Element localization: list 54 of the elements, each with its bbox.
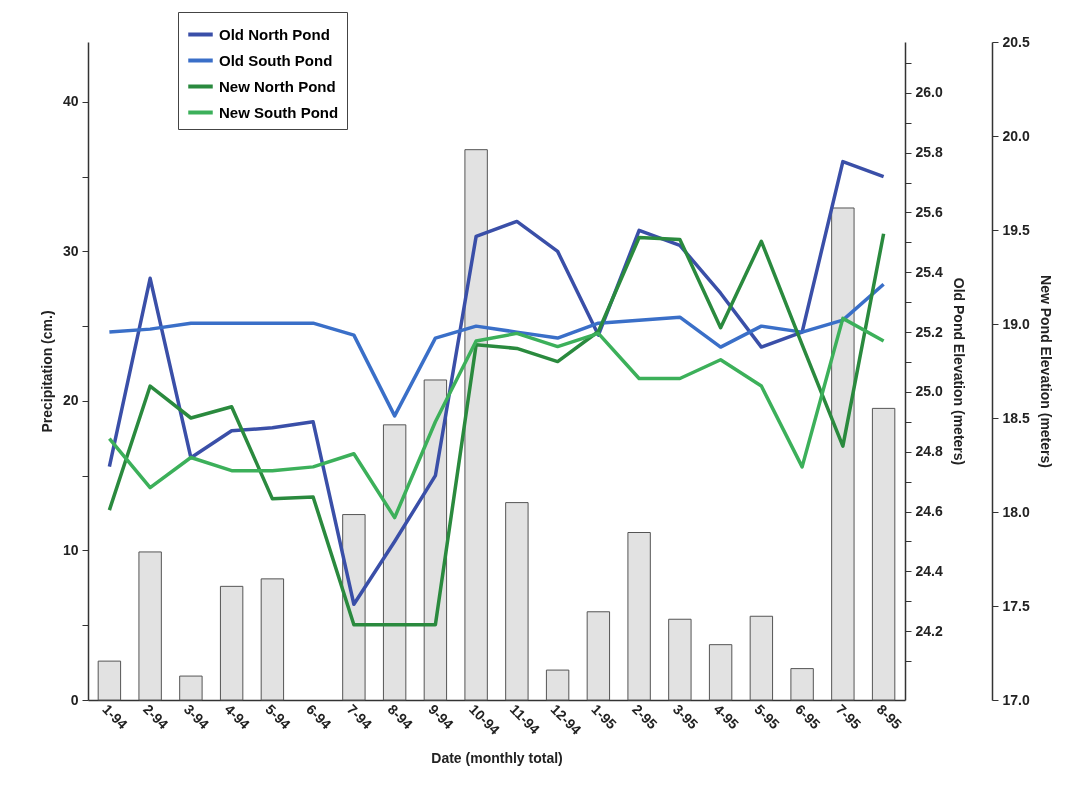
y3-tick-label: 17.0: [1002, 691, 1030, 708]
line-series: [107, 316, 886, 520]
y3-tick-label: 19.5: [1002, 221, 1030, 238]
y2-tick-label: 25.8: [915, 144, 943, 161]
y-tick-label: 40: [62, 93, 79, 110]
y3-axis-title: New Pond Elevation (meters): [1037, 275, 1054, 468]
legend-label: Old North Pond: [219, 25, 330, 43]
y-tick-label: 30: [62, 242, 79, 259]
y3-tick-label: 18.0: [1002, 503, 1030, 520]
y2-tick-label: 25.4: [915, 263, 943, 280]
y-tick-label: 0: [70, 691, 79, 708]
legend-label: New South Pond: [219, 103, 339, 121]
bar: [668, 618, 692, 701]
y-tick-label: 10: [62, 541, 79, 558]
bar: [260, 578, 285, 701]
line-series: [107, 282, 886, 418]
bar: [790, 668, 814, 701]
bar: [586, 611, 611, 701]
y3-tick-label: 19.0: [1002, 315, 1030, 332]
legend-label: Old South Pond: [219, 51, 333, 69]
y-axis-title: Precipitation (cm.): [38, 310, 55, 433]
bar: [708, 644, 733, 701]
y3-tick-label: 17.5: [1002, 597, 1030, 614]
bar: [545, 669, 570, 701]
line-series: [107, 159, 886, 607]
y2-tick-label: 25.0: [915, 383, 943, 400]
bar: [505, 502, 529, 701]
y2-tick-label: 24.8: [915, 443, 943, 460]
x-tick-label: 4-95: [710, 701, 742, 733]
y3-tick-label: 20.5: [1002, 33, 1030, 50]
y-tick-label: 20: [62, 392, 79, 409]
x-tick-label: 4-94: [221, 701, 254, 733]
bar: [179, 675, 203, 701]
bar: [464, 149, 488, 701]
bar: [219, 585, 244, 701]
bar: [138, 551, 162, 701]
y3-tick-label: 18.5: [1002, 409, 1030, 426]
y2-axis-title: Old Pond Elevation (meters): [950, 277, 967, 466]
bar: [831, 207, 855, 701]
bar: [382, 424, 407, 701]
line-series: [107, 232, 886, 627]
x-axis-title: Date (monthly total): [431, 749, 563, 766]
y3-tick-label: 20.0: [1002, 127, 1030, 144]
bar: [97, 660, 122, 701]
y2-tick-label: 24.6: [915, 503, 943, 520]
bar: [749, 615, 774, 701]
y2-tick-label: 25.6: [915, 203, 943, 220]
y2-tick-label: 24.2: [915, 622, 943, 639]
y2-tick-label: 25.2: [915, 323, 943, 340]
legend-label: New North Pond: [219, 77, 336, 95]
bar: [627, 532, 651, 701]
y2-tick-label: 26.0: [915, 84, 943, 101]
bar: [871, 407, 896, 701]
y2-tick-label: 24.4: [915, 562, 943, 579]
